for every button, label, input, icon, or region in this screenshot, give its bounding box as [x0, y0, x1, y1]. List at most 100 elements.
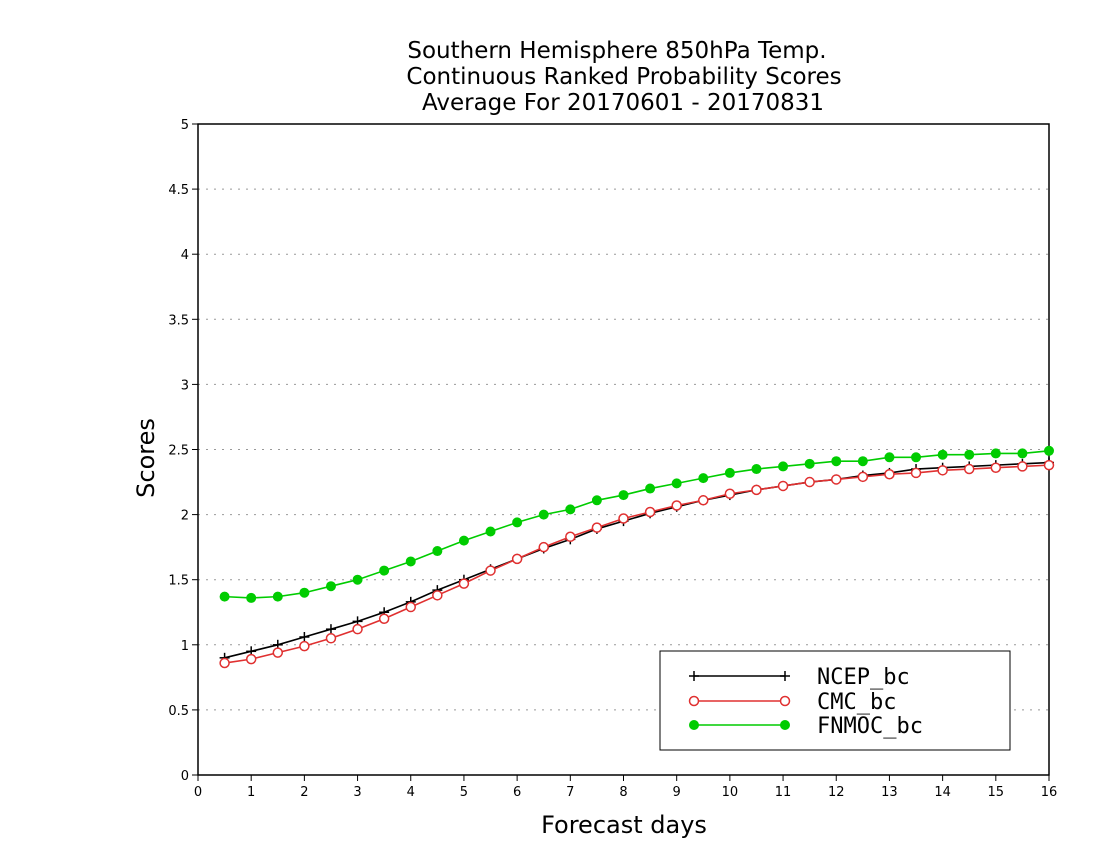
- x-axis-label: Forecast days: [541, 811, 707, 839]
- x-tick-label: 15: [988, 785, 1005, 800]
- chart-subtitle: Continuous Ranked Probability Scores: [406, 64, 841, 90]
- data-point-fnmoc-bc: [990, 448, 1001, 459]
- data-point-cmc-bc: [485, 565, 496, 576]
- chart-title: Southern Hemisphere 850hPa Temp.: [407, 38, 826, 64]
- legend-marker-cmc-bc: [779, 695, 791, 707]
- legend-item-cmc-bc: CMC_bc: [688, 690, 896, 715]
- x-tick-label: 8: [619, 785, 627, 800]
- data-point-cmc-bc: [963, 463, 975, 475]
- legend-item-ncep-bc: NCEP_bc: [689, 665, 910, 690]
- data-point-cmc-bc: [937, 465, 948, 476]
- data-point-cmc-bc: [777, 480, 789, 492]
- series-fnmoc-bc: [219, 445, 1054, 603]
- series-line-fnmoc-bc: [224, 450, 1050, 599]
- data-point-fnmoc-bc: [884, 452, 895, 463]
- legend-marker-fnmoc-bc: [780, 720, 790, 730]
- x-tick-label: 12: [828, 785, 845, 800]
- data-point-cmc-bc: [884, 468, 895, 480]
- series-cmc-bc: [219, 459, 1055, 669]
- data-point-fnmoc-bc: [937, 449, 948, 460]
- data-point-cmc-bc: [1043, 459, 1055, 471]
- data-point-cmc-bc: [405, 601, 416, 613]
- data-point-fnmoc-bc: [751, 464, 762, 475]
- data-point-fnmoc-bc: [246, 592, 257, 603]
- data-point-fnmoc-bc: [405, 556, 416, 567]
- y-tick-label: 3: [181, 378, 189, 393]
- data-point-cmc-bc: [671, 500, 682, 511]
- legend-marker-ncep-bc: [780, 671, 790, 681]
- data-point-cmc-bc: [1017, 461, 1028, 472]
- data-point-cmc-bc: [511, 553, 523, 565]
- data-point-ncep-bc: [325, 624, 336, 635]
- data-point-fnmoc-bc: [458, 535, 469, 546]
- x-tick-label: 16: [1041, 785, 1058, 800]
- data-point-fnmoc-bc: [618, 490, 629, 501]
- data-point-cmc-bc: [272, 647, 284, 658]
- data-point-fnmoc-bc: [671, 478, 682, 489]
- data-point-fnmoc-bc: [698, 473, 709, 484]
- data-point-cmc-bc: [432, 590, 443, 601]
- data-point-cmc-bc: [458, 578, 470, 589]
- data-point-fnmoc-bc: [591, 495, 602, 506]
- x-tick-label: 9: [673, 785, 681, 800]
- data-point-fnmoc-bc: [299, 587, 310, 598]
- y-tick-label: 4.5: [168, 183, 189, 198]
- data-point-fnmoc-bc: [538, 509, 549, 520]
- data-point-cmc-bc: [565, 531, 576, 542]
- x-tick-label: 5: [460, 785, 468, 800]
- x-tick-label: 11: [775, 785, 792, 800]
- x-tick-label: 10: [722, 785, 739, 800]
- data-point-cmc-bc: [219, 657, 230, 669]
- y-tick-label: 1.5: [168, 574, 189, 589]
- x-tick-label: 4: [407, 785, 415, 800]
- data-point-cmc-bc: [698, 495, 709, 506]
- x-tick-label: 1: [247, 785, 255, 800]
- data-point-fnmoc-bc: [778, 461, 789, 472]
- data-point-cmc-bc: [618, 513, 629, 524]
- data-point-cmc-bc: [591, 522, 603, 533]
- legend-marker-fnmoc-bc: [689, 720, 699, 730]
- gridlines: [198, 188, 1049, 711]
- series-group: [219, 445, 1055, 669]
- data-point-cmc-bc: [990, 462, 1002, 473]
- data-point-cmc-bc: [910, 467, 922, 479]
- data-point-ncep-bc: [299, 631, 310, 642]
- x-tick-label: 0: [194, 785, 202, 800]
- data-point-fnmoc-bc: [219, 591, 230, 602]
- series-line-cmc-bc: [224, 464, 1050, 664]
- data-point-cmc-bc: [831, 474, 842, 485]
- x-tick-label: 6: [513, 785, 521, 800]
- y-tick-label: 3.5: [168, 313, 189, 328]
- data-point-fnmoc-bc: [272, 591, 283, 602]
- legend-label-cmc-bc: CMC_bc: [817, 690, 896, 715]
- data-point-fnmoc-bc: [1044, 445, 1054, 456]
- y-tick-label: 5: [181, 118, 189, 133]
- legend-marker-cmc-bc: [688, 695, 700, 707]
- data-point-cmc-bc: [378, 613, 390, 625]
- data-point-fnmoc-bc: [804, 458, 815, 469]
- y-tick-label: 0: [181, 769, 189, 784]
- data-point-fnmoc-bc: [565, 504, 576, 515]
- data-point-cmc-bc: [857, 471, 869, 483]
- series-ncep-bc: [219, 457, 1054, 663]
- data-point-fnmoc-bc: [964, 449, 975, 460]
- data-point-cmc-bc: [325, 633, 337, 644]
- data-point-cmc-bc: [724, 488, 736, 500]
- y-tick-label: 4: [181, 248, 189, 263]
- data-point-fnmoc-bc: [512, 517, 523, 528]
- chart-subtitle-dates: Average For 20170601 - 20170831: [422, 90, 824, 116]
- data-point-cmc-bc: [644, 506, 656, 518]
- data-point-fnmoc-bc: [325, 581, 336, 592]
- legend-item-fnmoc-bc: FNMOC_bc: [689, 714, 923, 739]
- y-axis-label: Scores: [132, 418, 160, 498]
- x-tick-label: 7: [566, 785, 574, 800]
- data-point-fnmoc-bc: [831, 456, 842, 467]
- data-point-fnmoc-bc: [352, 574, 363, 585]
- data-point-cmc-bc: [299, 640, 310, 652]
- y-tick-label: 2.5: [168, 444, 189, 459]
- data-point-fnmoc-bc: [379, 565, 390, 576]
- data-point-fnmoc-bc: [857, 456, 868, 467]
- x-tick-label: 2: [300, 785, 308, 800]
